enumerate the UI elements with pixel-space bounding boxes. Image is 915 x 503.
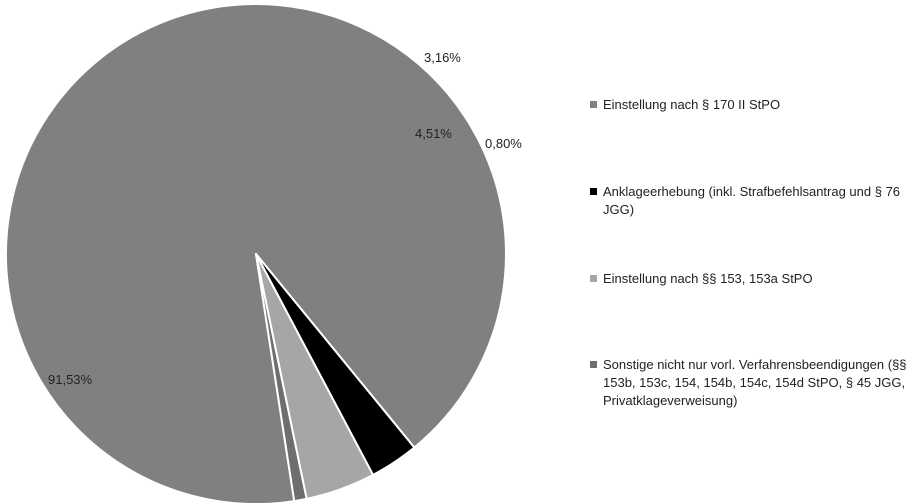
data-label-sonstige: 0,80%	[485, 136, 522, 151]
legend-label-einstellung-153: Einstellung nach §§ 153, 153a StPO	[603, 271, 813, 286]
legend-swatch-einstellung-153	[590, 275, 597, 282]
legend-item-anklageerhebung: Anklageerhebung (inkl. Strafbefehlsantra…	[590, 183, 910, 219]
legend-swatch-einstellung-170	[590, 101, 597, 108]
legend-item-sonstige: Sonstige nicht nur vorl. Verfahrensbeend…	[590, 356, 910, 410]
legend-swatch-anklageerhebung	[590, 188, 597, 195]
pie-slice-sonstige	[255, 253, 308, 503]
data-label-einstellung-170: 91,53%	[48, 372, 93, 387]
pie-chart: 91,53% 3,16% 4,51% 0,80%	[4, 3, 522, 503]
legend-label-anklageerhebung: Anklageerhebung (inkl. Strafbefehlsantra…	[603, 184, 901, 217]
data-label-anklageerhebung: 3,16%	[424, 50, 461, 65]
legend-swatch-sonstige	[590, 361, 597, 368]
data-label-einstellung-153: 4,51%	[415, 126, 452, 141]
legend-label-einstellung-170: Einstellung nach § 170 II StPO	[603, 97, 781, 112]
legend-item-einstellung-170: Einstellung nach § 170 II StPO	[590, 96, 910, 114]
legend-item-einstellung-153: Einstellung nach §§ 153, 153a StPO	[590, 270, 910, 288]
legend-label-sonstige: Sonstige nicht nur vorl. Verfahrensbeend…	[603, 357, 907, 408]
